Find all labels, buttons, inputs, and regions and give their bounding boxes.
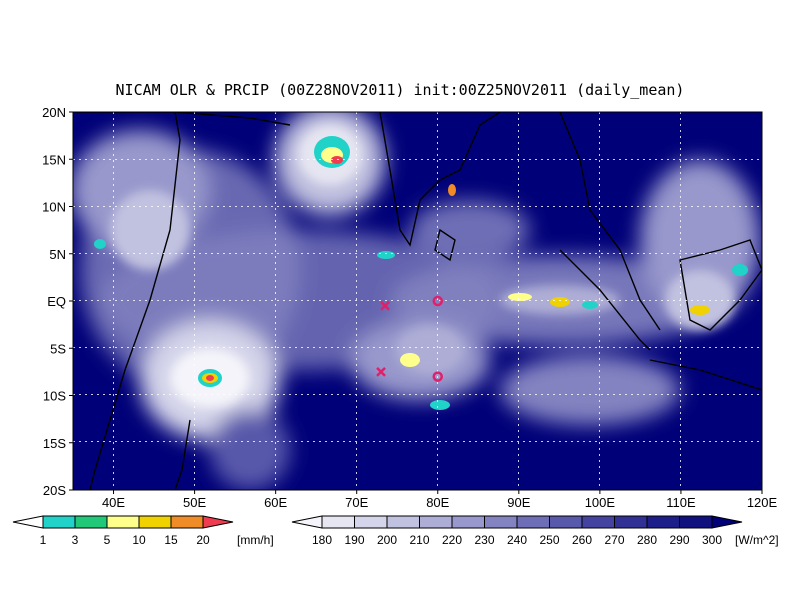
- precip-swatch: [138, 515, 172, 529]
- olr-swatch: [484, 515, 518, 529]
- precipitation-patches: [94, 136, 748, 410]
- lat-tick-label: 20N: [42, 105, 66, 120]
- olr-swatch: [679, 515, 713, 529]
- olr-swatch: [516, 515, 550, 529]
- x-marker: [376, 366, 386, 377]
- precip-swatch: [42, 515, 76, 529]
- olr-swatch: [354, 515, 388, 529]
- olr-low-arrow: [291, 515, 323, 529]
- precip-label: 1: [40, 533, 47, 547]
- lon-tick-label: 40E: [102, 495, 125, 510]
- lon-tick-label: 80E: [426, 495, 449, 510]
- latitude-axis: 20N 15N 10N 5N EQ 5S 10S 15S 20S: [42, 105, 73, 498]
- precip-swatch: [74, 515, 108, 529]
- lon-tick-label: 120E: [747, 495, 778, 510]
- circle-marker: [432, 295, 444, 307]
- olr-high-arrow: [711, 515, 743, 529]
- lon-tick-label: 100E: [585, 495, 616, 510]
- lat-tick-label: 10N: [42, 200, 66, 215]
- lat-tick-label: 10S: [43, 389, 66, 404]
- lat-lon-grid: [73, 112, 762, 490]
- olr-label: 240: [507, 533, 527, 547]
- precip-unit: [mm/h]: [237, 533, 274, 547]
- precip-low-arrow: [12, 515, 44, 529]
- olr-label: 250: [539, 533, 559, 547]
- precip-label: 10: [132, 533, 146, 547]
- precip-label: 15: [164, 533, 178, 547]
- lat-tick-label: EQ: [47, 294, 66, 309]
- lon-tick-label: 70E: [345, 495, 368, 510]
- olr-swatch: [419, 515, 453, 529]
- precip-label: 5: [104, 533, 111, 547]
- precip-label: 20: [196, 533, 210, 547]
- olr-swatch: [646, 515, 680, 529]
- olr-label: 210: [409, 533, 429, 547]
- chart-title: NICAM OLR & PRCIP (00Z28NOV2011) init:00…: [116, 81, 685, 99]
- lat-tick-label: 20S: [43, 483, 66, 498]
- storm-markers: [376, 295, 444, 382]
- olr-swatch: [386, 515, 420, 529]
- olr-unit: [W/m^2]: [735, 533, 779, 547]
- circle-marker: [432, 371, 444, 382]
- precip-colorbar: 1 3 5 10 15 20: [12, 515, 234, 547]
- olr-label: 200: [377, 533, 397, 547]
- olr-label: 290: [669, 533, 689, 547]
- lon-tick-label: 90E: [507, 495, 530, 510]
- longitude-axis: 40E 50E 60E 70E 80E 90E 100E 110E 120E: [102, 490, 778, 510]
- lon-tick-label: 60E: [264, 495, 287, 510]
- lat-tick-label: 15S: [43, 436, 66, 451]
- x-marker: [380, 300, 390, 311]
- lon-tick-label: 50E: [183, 495, 206, 510]
- olr-label: 260: [572, 533, 592, 547]
- lat-tick-label: 5N: [49, 247, 66, 262]
- olr-label: 180: [312, 533, 332, 547]
- plot-area: [73, 112, 762, 490]
- olr-label: 300: [702, 533, 722, 547]
- lon-tick-label: 110E: [666, 495, 696, 510]
- olr-swatch: [614, 515, 648, 529]
- precip-high-arrow: [202, 515, 234, 529]
- precip-swatch: [106, 515, 140, 529]
- precip-swatch: [170, 515, 204, 529]
- olr-label: 230: [474, 533, 494, 547]
- olr-swatch: [549, 515, 583, 529]
- olr-label: 190: [344, 533, 364, 547]
- olr-swatch: [451, 515, 485, 529]
- olr-label: 280: [637, 533, 657, 547]
- olr-label: 270: [604, 533, 624, 547]
- coastlines: [73, 112, 762, 490]
- olr-colorbar: 180 190 200 210 220 230 240 250 260 270 280 290 300: [291, 515, 743, 547]
- lat-tick-label: 5S: [50, 341, 66, 356]
- precip-label: 3: [72, 533, 79, 547]
- olr-swatch: [581, 515, 615, 529]
- olr-swatch: [321, 515, 355, 529]
- lat-tick-label: 15N: [42, 152, 66, 167]
- olr-label: 220: [442, 533, 462, 547]
